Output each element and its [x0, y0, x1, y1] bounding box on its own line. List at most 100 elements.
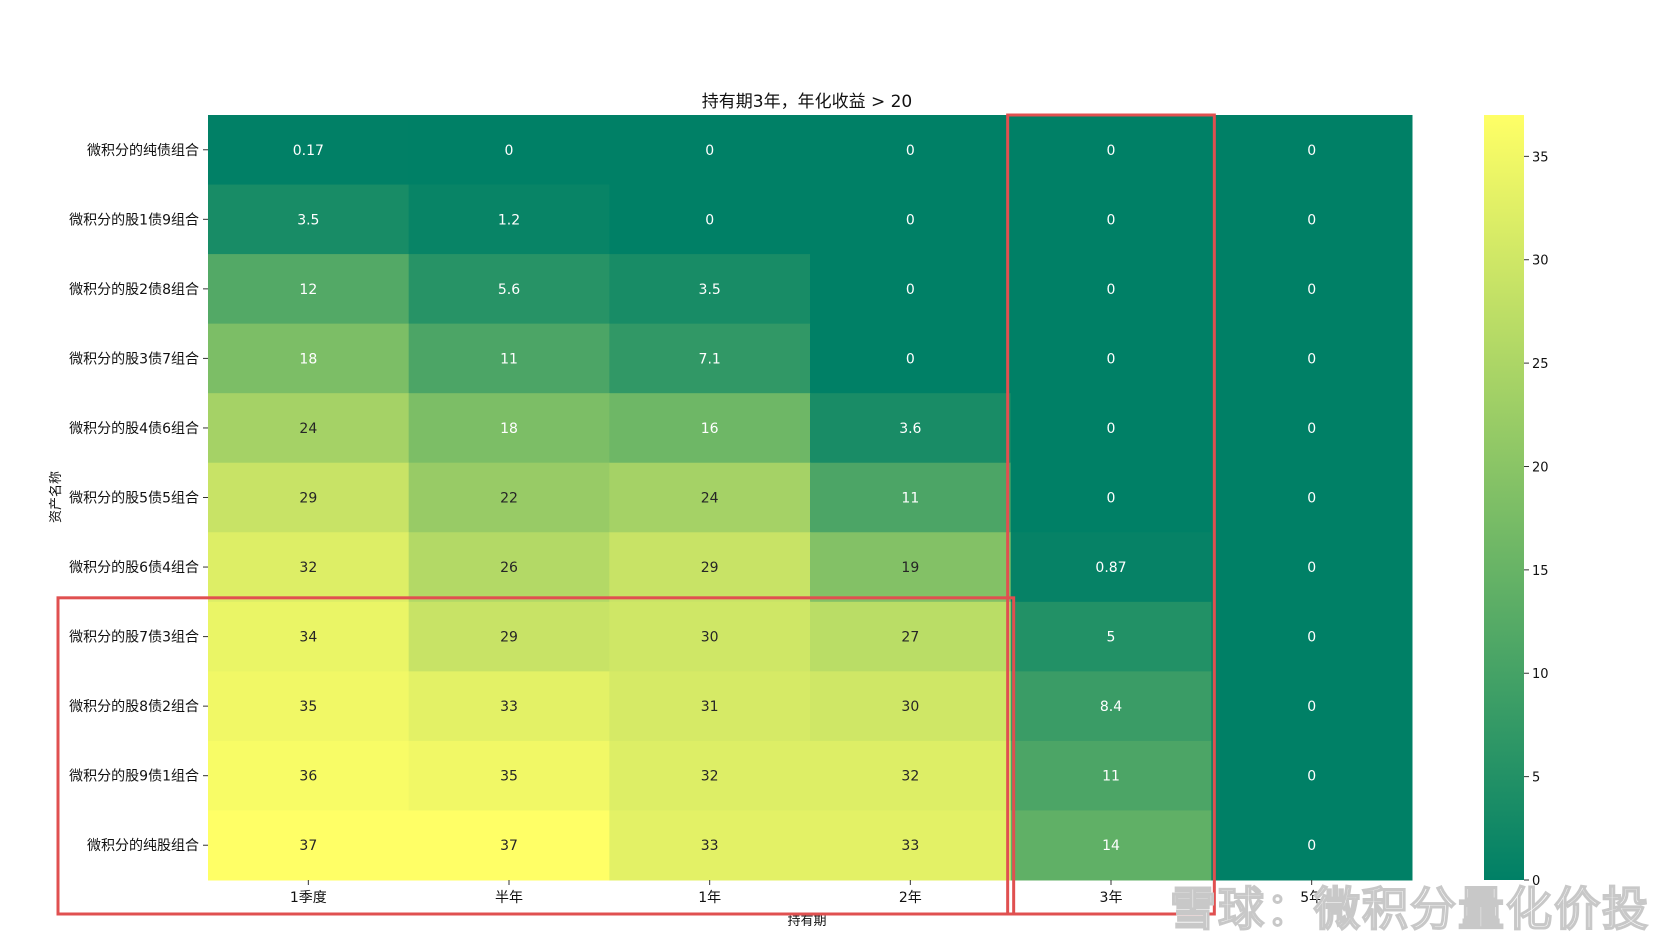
cell-value-label: 33: [701, 838, 719, 854]
heatmap-cell: [408, 462, 610, 533]
cell-value-label: 11: [500, 351, 518, 367]
heatmap-cell: [208, 462, 410, 533]
cell-value-label: 30: [901, 699, 919, 715]
x-tick-label: 1年: [698, 890, 721, 906]
cell-value-label: 5: [1107, 630, 1116, 646]
colorbar-tick-label: 25: [1532, 357, 1549, 372]
cell-value-label: 33: [901, 838, 919, 854]
y-tick-label: 微积分的股5债5组合: [69, 491, 199, 507]
cell-value-label: 0: [1307, 421, 1316, 437]
cell-value-label: 0: [906, 351, 915, 367]
heatmap-cell: [1211, 810, 1413, 881]
heatmap-cell: [1211, 323, 1413, 394]
cell-value-label: 3.5: [297, 212, 319, 228]
cell-value-label: 0: [1307, 212, 1316, 228]
heatmap-cell: [408, 740, 610, 811]
x-tick-label: 2年: [899, 890, 922, 906]
heatmap-cell: [1010, 323, 1212, 394]
y-tick-label: 微积分的股7债3组合: [69, 630, 199, 646]
cell-value-label: 5.6: [498, 282, 520, 298]
cell-value-label: 19: [901, 560, 919, 576]
cell-value-label: 0: [1107, 143, 1116, 159]
cell-value-label: 0: [906, 282, 915, 298]
cell-value-label: 36: [299, 769, 317, 785]
highlight-box: [56, 596, 1016, 916]
heatmap-cell: [208, 115, 410, 186]
heatmap-cell: [609, 601, 811, 672]
heatmap-cell: [408, 601, 610, 672]
cell-value-label: 8.4: [1100, 699, 1122, 715]
colorbar-tick-label: 0: [1532, 874, 1540, 889]
heatmap-cell: [1010, 115, 1212, 186]
y-axis-label: 资产名称: [48, 471, 64, 523]
heatmap-cell: [810, 671, 1012, 742]
colorbar-tick-label: 5: [1532, 771, 1540, 786]
y-tick-label: 微积分的股4债6组合: [69, 421, 199, 437]
heatmap-cell: [208, 671, 410, 742]
y-tick-label: 微积分的股1债9组合: [69, 212, 199, 228]
y-tick-label: 微积分的纯股组合: [87, 838, 199, 854]
cell-value-label: 11: [901, 491, 919, 507]
heatmap-cell: [408, 323, 610, 394]
cell-value-label: 0: [1107, 421, 1116, 437]
cell-value-label: 32: [901, 769, 919, 785]
heatmap-cell: [609, 393, 811, 464]
cell-value-label: 11: [1102, 769, 1120, 785]
colorbar-ticks: 0 5 10 15 20 25 30 35: [1524, 150, 1549, 889]
chart-title: 持有期3年，年化收益 > 20: [702, 92, 913, 112]
heatmap-cell: [208, 810, 410, 881]
heatmap-cell: [1211, 254, 1413, 325]
y-tick-label: 微积分的纯债组合: [87, 143, 199, 159]
heatmap-cell: [609, 671, 811, 742]
heatmap-cell: [208, 323, 410, 394]
cell-value-label: 18: [500, 421, 518, 437]
heatmap-cell: [408, 254, 610, 325]
colorbar-tick-label: 35: [1532, 150, 1549, 165]
cell-value-label: 29: [500, 630, 518, 646]
heatmap-cell: [1211, 393, 1413, 464]
cell-value-label: 16: [701, 421, 719, 437]
heatmap-cell: [1211, 462, 1413, 533]
cell-value-label: 32: [701, 769, 719, 785]
cell-value-label: 24: [299, 421, 317, 437]
heatmap-cell: [408, 115, 610, 186]
heatmap-cell: [208, 254, 410, 325]
heatmap-cell: [1010, 671, 1212, 742]
heatmap-cell: [810, 323, 1012, 394]
heatmap-cell: [208, 184, 410, 255]
heatmap-cell: [810, 393, 1012, 464]
cell-value-label: 0: [705, 212, 714, 228]
x-tick-label: 3年: [1100, 890, 1123, 906]
highlight-box: [1006, 113, 1216, 916]
heatmap-cell: [1211, 115, 1413, 186]
heatmap-cell: [609, 462, 811, 533]
cell-value-label: 18: [299, 351, 317, 367]
cell-value-label: 0: [906, 212, 915, 228]
heatmap-cell: [810, 462, 1012, 533]
heatmap-cell: [1211, 671, 1413, 742]
heatmap-cells: [208, 115, 1413, 881]
y-tick-label: 微积分的股2债8组合: [69, 282, 199, 298]
heatmap-cell: [1010, 393, 1212, 464]
heatmap-cell: [408, 532, 610, 603]
heatmap-cell: [609, 184, 811, 255]
cell-value-label: 35: [299, 699, 317, 715]
cell-value-label: 14: [1102, 838, 1120, 854]
highlight-boxes: [56, 113, 1216, 916]
cell-value-label: 0: [1307, 282, 1316, 298]
heatmap-cell: [208, 601, 410, 672]
heatmap-cell: [810, 740, 1012, 811]
heatmap-cell: [408, 671, 610, 742]
heatmap-cell: [208, 532, 410, 603]
watermark: 雪球：微积分量化价投: [1170, 882, 1650, 936]
cell-value-label: 1.2: [498, 212, 520, 228]
cell-value-label: 0: [1107, 282, 1116, 298]
cell-value-label: 24: [701, 491, 719, 507]
heatmap-cell: [1010, 740, 1212, 811]
heatmap-cell: [1010, 601, 1212, 672]
heatmap-cell: [810, 254, 1012, 325]
heatmap-cell: [208, 740, 410, 811]
x-tick-label: 1季度: [290, 890, 327, 906]
heatmap-cell: [1211, 601, 1413, 672]
